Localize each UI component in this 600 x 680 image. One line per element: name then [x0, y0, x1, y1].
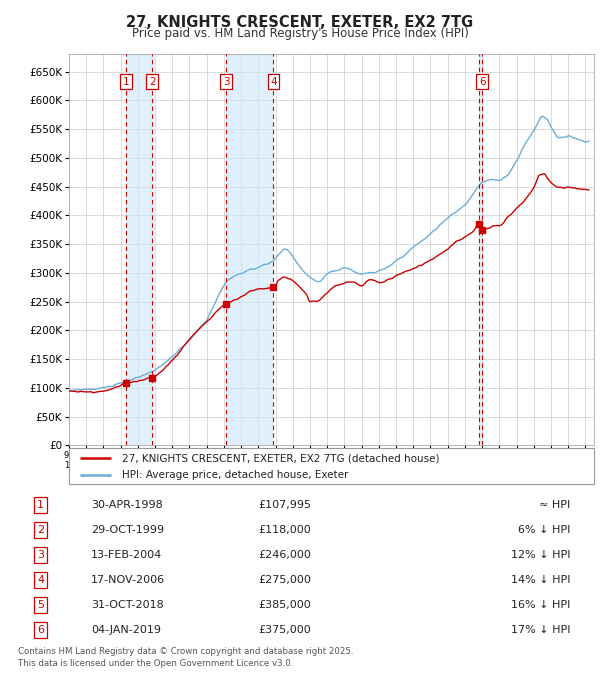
Text: ≈ HPI: ≈ HPI	[539, 500, 571, 510]
Text: 4: 4	[270, 77, 277, 87]
Text: £375,000: £375,000	[259, 625, 311, 635]
Text: 4: 4	[37, 575, 44, 585]
Text: Price paid vs. HM Land Registry's House Price Index (HPI): Price paid vs. HM Land Registry's House …	[131, 27, 469, 40]
Text: 30-APR-1998: 30-APR-1998	[91, 500, 163, 510]
Text: 3: 3	[37, 550, 44, 560]
Text: 5: 5	[37, 600, 44, 610]
Text: 1: 1	[37, 500, 44, 510]
Text: 27, KNIGHTS CRESCENT, EXETER, EX2 7TG: 27, KNIGHTS CRESCENT, EXETER, EX2 7TG	[127, 15, 473, 30]
Bar	[479, 54, 482, 445]
Text: 17% ↓ HPI: 17% ↓ HPI	[511, 625, 571, 635]
Text: 17-NOV-2006: 17-NOV-2006	[91, 575, 166, 585]
Text: 12% ↓ HPI: 12% ↓ HPI	[511, 550, 571, 560]
Bar	[127, 54, 152, 445]
Text: £118,000: £118,000	[259, 525, 311, 535]
Text: 6: 6	[37, 625, 44, 635]
Text: 14% ↓ HPI: 14% ↓ HPI	[511, 575, 571, 585]
Text: 16% ↓ HPI: 16% ↓ HPI	[511, 600, 571, 610]
Text: 2: 2	[37, 525, 44, 535]
Text: 27, KNIGHTS CRESCENT, EXETER, EX2 7TG (detached house): 27, KNIGHTS CRESCENT, EXETER, EX2 7TG (d…	[121, 453, 439, 463]
Text: £275,000: £275,000	[259, 575, 311, 585]
Text: 3: 3	[223, 77, 229, 87]
Text: 6% ↓ HPI: 6% ↓ HPI	[518, 525, 571, 535]
Text: 6: 6	[479, 77, 485, 87]
Text: 13-FEB-2004: 13-FEB-2004	[91, 550, 163, 560]
Text: HPI: Average price, detached house, Exeter: HPI: Average price, detached house, Exet…	[121, 470, 348, 480]
FancyBboxPatch shape	[69, 448, 594, 484]
Text: £246,000: £246,000	[259, 550, 311, 560]
Text: 31-OCT-2018: 31-OCT-2018	[91, 600, 164, 610]
Text: £107,995: £107,995	[258, 500, 311, 510]
Text: £385,000: £385,000	[259, 600, 311, 610]
Text: Contains HM Land Registry data © Crown copyright and database right 2025.
This d: Contains HM Land Registry data © Crown c…	[18, 647, 353, 668]
Text: 1: 1	[123, 77, 130, 87]
Bar	[226, 54, 274, 445]
Text: 04-JAN-2019: 04-JAN-2019	[91, 625, 161, 635]
Text: 29-OCT-1999: 29-OCT-1999	[91, 525, 164, 535]
Text: 2: 2	[149, 77, 155, 87]
